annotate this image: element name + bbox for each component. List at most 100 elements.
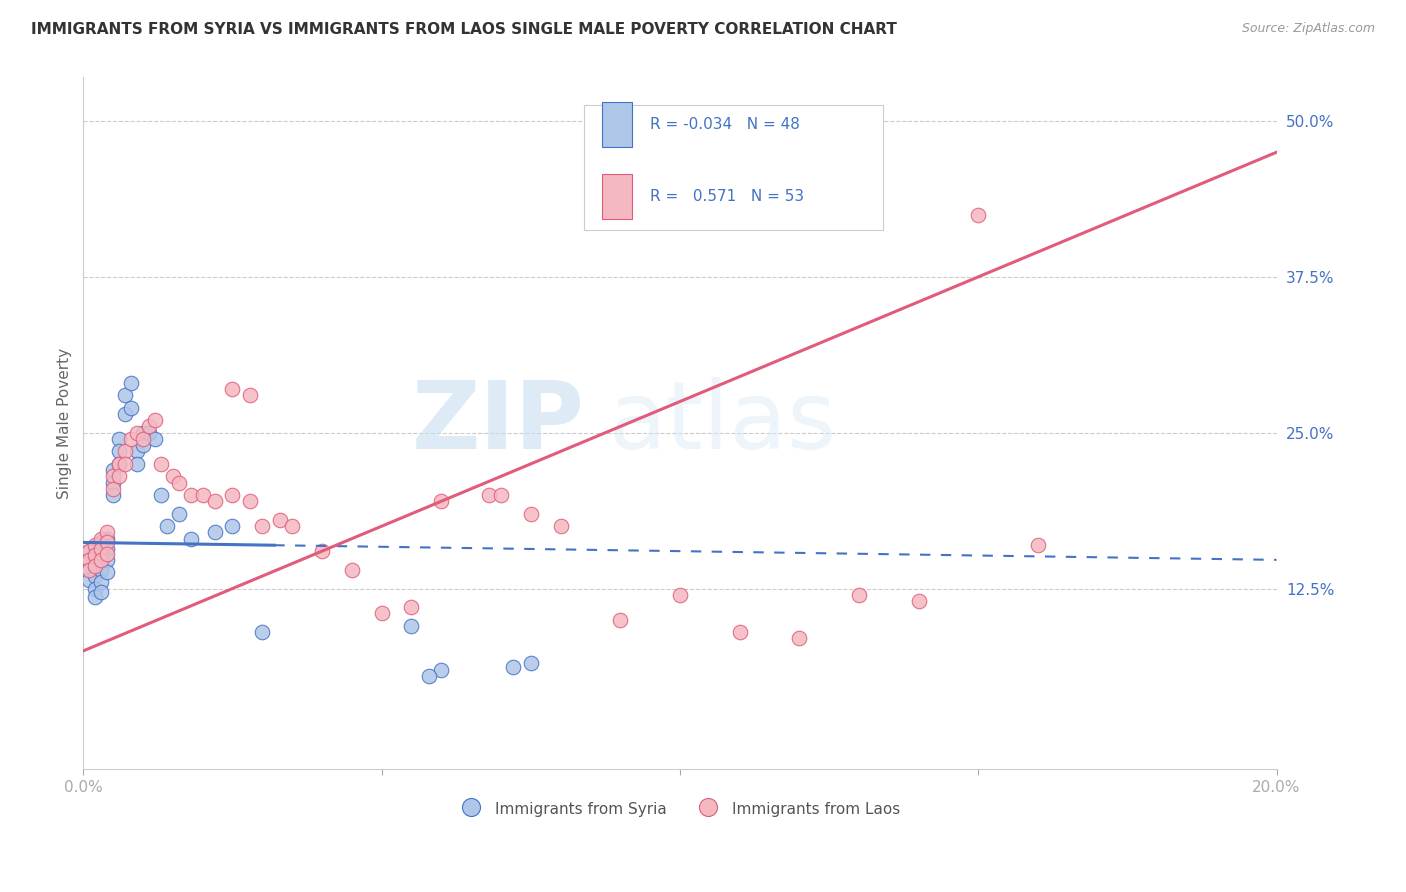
Point: [84, 591, 107, 605]
Point: [787, 632, 810, 646]
Point: [90, 563, 112, 577]
Point: [84, 550, 107, 565]
Point: [84, 582, 107, 596]
Point: [108, 457, 131, 471]
Point: [101, 482, 124, 496]
Bar: [602, 174, 633, 219]
Point: [108, 444, 131, 458]
Point: [167, 475, 190, 490]
Point: [609, 613, 631, 627]
Point: [101, 463, 124, 477]
Point: [96, 553, 118, 567]
Point: [281, 519, 304, 533]
Text: R =   0.571   N = 53: R = 0.571 N = 53: [650, 189, 804, 204]
Point: [96, 525, 118, 540]
Point: [550, 519, 572, 533]
Point: [430, 494, 453, 508]
Point: [669, 588, 692, 602]
Point: [239, 494, 262, 508]
Point: [77, 553, 100, 567]
Point: [430, 663, 453, 677]
Point: [156, 519, 179, 533]
Point: [77, 553, 100, 567]
Point: [96, 535, 118, 549]
Point: [90, 575, 112, 590]
Point: [132, 438, 155, 452]
Point: [120, 376, 142, 390]
FancyBboxPatch shape: [585, 105, 883, 229]
Text: atlas: atlas: [609, 377, 837, 469]
Point: [519, 657, 541, 671]
Point: [114, 457, 136, 471]
Point: [90, 544, 112, 558]
Point: [77, 563, 100, 577]
Point: [77, 544, 100, 558]
Point: [125, 425, 148, 440]
Point: [132, 425, 155, 440]
Point: [108, 469, 131, 483]
Point: [96, 566, 118, 580]
Point: [167, 507, 190, 521]
Point: [84, 569, 107, 583]
Point: [96, 532, 118, 546]
Point: [191, 488, 214, 502]
Point: [114, 444, 136, 458]
Point: [370, 607, 392, 621]
Point: [114, 388, 136, 402]
Point: [84, 548, 107, 562]
Point: [90, 585, 112, 599]
Point: [502, 660, 524, 674]
Point: [311, 544, 333, 558]
Point: [132, 432, 155, 446]
Point: [221, 488, 243, 502]
Point: [967, 208, 990, 222]
Point: [221, 519, 243, 533]
Point: [138, 425, 160, 440]
Point: [114, 407, 136, 421]
Point: [143, 432, 166, 446]
Point: [120, 432, 142, 446]
Point: [340, 563, 363, 577]
Point: [90, 532, 112, 546]
Text: IMMIGRANTS FROM SYRIA VS IMMIGRANTS FROM LAOS SINGLE MALE POVERTY CORRELATION CH: IMMIGRANTS FROM SYRIA VS IMMIGRANTS FROM…: [31, 22, 897, 37]
Point: [728, 625, 751, 640]
Point: [125, 444, 148, 458]
Point: [84, 559, 107, 574]
Point: [90, 554, 112, 568]
Point: [252, 625, 274, 640]
Point: [84, 541, 107, 555]
Point: [90, 541, 112, 556]
Text: Source: ZipAtlas.com: Source: ZipAtlas.com: [1241, 22, 1375, 36]
Point: [84, 559, 107, 574]
Point: [120, 401, 142, 415]
Point: [108, 432, 131, 446]
Point: [101, 475, 124, 490]
Point: [84, 538, 107, 552]
Point: [77, 544, 100, 558]
Point: [401, 600, 423, 615]
Point: [252, 519, 274, 533]
Point: [269, 513, 291, 527]
Point: [96, 541, 118, 556]
Point: [1026, 538, 1049, 552]
Point: [478, 488, 501, 502]
Point: [108, 457, 131, 471]
Point: [149, 457, 172, 471]
Point: [221, 382, 243, 396]
Point: [204, 494, 226, 508]
Point: [204, 525, 226, 540]
Point: [180, 488, 202, 502]
Point: [90, 553, 112, 567]
Point: [101, 469, 124, 483]
Legend: Immigrants from Syria, Immigrants from Laos: Immigrants from Syria, Immigrants from L…: [453, 793, 907, 824]
Point: [149, 488, 172, 502]
Point: [143, 413, 166, 427]
Point: [77, 563, 100, 577]
Point: [77, 573, 100, 587]
Point: [239, 388, 262, 402]
Bar: [602, 102, 633, 146]
Point: [519, 507, 541, 521]
Point: [125, 457, 148, 471]
Text: ZIP: ZIP: [412, 377, 585, 469]
Point: [138, 419, 160, 434]
